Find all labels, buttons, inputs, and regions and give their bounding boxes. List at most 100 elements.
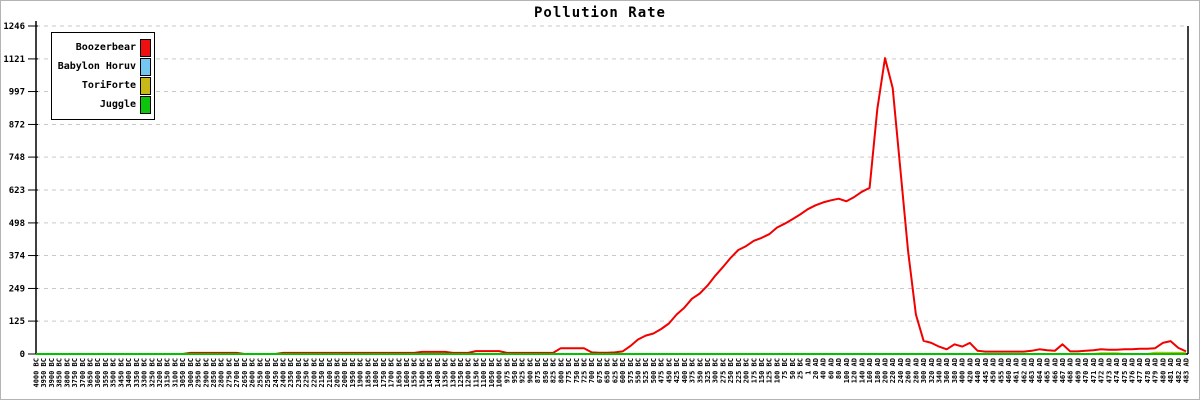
legend-swatch-babylon-horuv <box>140 57 151 76</box>
x-tick-label: 300 AD <box>920 358 928 383</box>
x-tick-label: 1250 BC <box>457 358 465 388</box>
x-tick-label: 2200 BC <box>310 358 318 388</box>
x-tick-label: 3150 BC <box>164 358 172 388</box>
y-tick-label: 374 <box>9 252 26 262</box>
x-tick-label: 200 BC <box>743 358 751 383</box>
chart-title: Pollution Rate <box>533 5 666 21</box>
x-tick-label: 40 AD <box>820 358 828 379</box>
x-tick-label: 700 BC <box>588 358 596 383</box>
x-tick-label: 1350 BC <box>442 358 450 388</box>
x-tick-label: 2250 BC <box>303 358 311 388</box>
x-tick-label: 1700 BC <box>388 358 396 388</box>
x-tick-label: 1600 BC <box>403 358 411 388</box>
x-tick-label: 600 BC <box>619 358 627 383</box>
x-tick-label: 2050 BC <box>334 358 342 388</box>
x-tick-label: 445 AD <box>982 358 990 383</box>
x-tick-label: 473 AD <box>1105 358 1113 383</box>
y-tick-label: 748 <box>9 153 25 163</box>
x-tick-label: 500 BC <box>650 358 658 383</box>
x-tick-label: 3050 BC <box>179 358 187 388</box>
x-tick-label: 1750 BC <box>380 358 388 388</box>
x-tick-label: 463 AD <box>1028 358 1036 383</box>
x-tick-label: 1450 BC <box>426 358 434 388</box>
x-tick-label: 3350 BC <box>133 358 141 388</box>
legend-item-juggle: Juggle <box>52 95 154 114</box>
x-tick-label: 750 BC <box>573 358 581 383</box>
x-tick-label: 140 AD <box>858 358 866 383</box>
legend-label-boozerbear: Boozerbear <box>75 42 136 53</box>
x-tick-label: 1850 BC <box>364 358 372 388</box>
x-tick-label: 479 AD <box>1152 358 1160 383</box>
x-tick-label: 60 AD <box>827 358 835 379</box>
x-tick-label: 462 AD <box>1020 358 1028 383</box>
x-tick-label: 1000 BC <box>496 358 504 388</box>
x-tick-label: 380 AD <box>951 358 959 383</box>
x-tick-label: 3100 BC <box>171 358 179 388</box>
x-tick-label: 1950 BC <box>349 358 357 388</box>
legend-item-babylon-horuv: Babylon Horuv <box>52 57 154 76</box>
x-tick-label: 3950 BC <box>40 358 48 388</box>
x-tick-label: 3750 BC <box>71 358 79 388</box>
x-tick-label: 2150 BC <box>318 358 326 388</box>
x-tick-label: 1200 BC <box>465 358 473 388</box>
x-tick-label: 2500 BC <box>264 358 272 388</box>
y-tick-label: 125 <box>9 317 25 327</box>
x-tick-label: 3700 BC <box>79 358 87 388</box>
x-tick-label: 875 BC <box>534 358 542 383</box>
x-tick-label: 25 BC <box>797 358 805 379</box>
x-tick-label: 225 BC <box>735 358 743 383</box>
x-tick-label: 1300 BC <box>449 358 457 388</box>
y-tick-label: 1246 <box>3 22 25 32</box>
x-tick-label: 3450 BC <box>117 358 125 388</box>
x-tick-label: 480 AD <box>1159 358 1167 383</box>
x-tick-label: 450 AD <box>990 358 998 383</box>
x-tick-label: 1100 BC <box>480 358 488 388</box>
x-tick-label: 465 AD <box>1044 358 1052 383</box>
x-tick-label: 467 AD <box>1059 358 1067 383</box>
x-tick-label: 800 BC <box>557 358 565 383</box>
x-tick-label: 360 AD <box>943 358 951 383</box>
x-tick-label: 825 BC <box>550 358 558 383</box>
x-tick-label: 2600 BC <box>249 358 257 388</box>
x-tick-label: 475 AD <box>1121 358 1129 383</box>
x-tick-label: 464 AD <box>1036 358 1044 383</box>
x-tick-label: 1900 BC <box>357 358 365 388</box>
x-tick-label: 340 AD <box>936 358 944 383</box>
x-tick-label: 2400 BC <box>279 358 287 388</box>
x-tick-label: 725 BC <box>580 358 588 383</box>
x-tick-label: 3550 BC <box>102 358 110 388</box>
y-tick-label: 1121 <box>3 55 25 65</box>
x-tick-label: 400 AD <box>959 358 967 383</box>
x-tick-label: 470 AD <box>1082 358 1090 383</box>
x-tick-label: 3850 BC <box>56 358 64 388</box>
series-line-boozerbear <box>36 57 1187 355</box>
x-tick-label: 200 AD <box>881 358 889 383</box>
x-tick-label: 468 AD <box>1067 358 1075 383</box>
x-tick-label: 469 AD <box>1074 358 1082 383</box>
x-tick-label: 375 BC <box>689 358 697 383</box>
y-tick-label: 249 <box>9 284 25 294</box>
legend-label-babylon-horuv: Babylon Horuv <box>57 61 136 72</box>
x-tick-label: 477 AD <box>1136 358 1144 383</box>
x-tick-label: 650 BC <box>604 358 612 383</box>
x-tick-label: 3800 BC <box>63 358 71 388</box>
x-tick-label: 466 AD <box>1051 358 1059 383</box>
x-tick-label: 275 BC <box>719 358 727 383</box>
x-tick-label: 180 AD <box>874 358 882 383</box>
x-tick-label: 471 AD <box>1090 358 1098 383</box>
x-tick-label: 2950 BC <box>195 358 203 388</box>
x-tick-label: 3200 BC <box>156 358 164 388</box>
x-tick-label: 474 AD <box>1113 358 1121 383</box>
x-tick-label: 900 BC <box>526 358 534 383</box>
x-tick-label: 280 AD <box>912 358 920 383</box>
y-tick-label: 997 <box>9 88 25 98</box>
x-tick-label: 475 BC <box>658 358 666 383</box>
x-tick-label: 1500 BC <box>418 358 426 388</box>
x-tick-label: 220 AD <box>889 358 897 383</box>
x-tick-label: 450 BC <box>665 358 673 383</box>
x-tick-label: 2900 BC <box>202 358 210 388</box>
x-tick-label: 125 BC <box>766 358 774 383</box>
x-tick-label: 20 AD <box>812 358 820 379</box>
legend-swatch-boozerbear <box>140 38 151 57</box>
